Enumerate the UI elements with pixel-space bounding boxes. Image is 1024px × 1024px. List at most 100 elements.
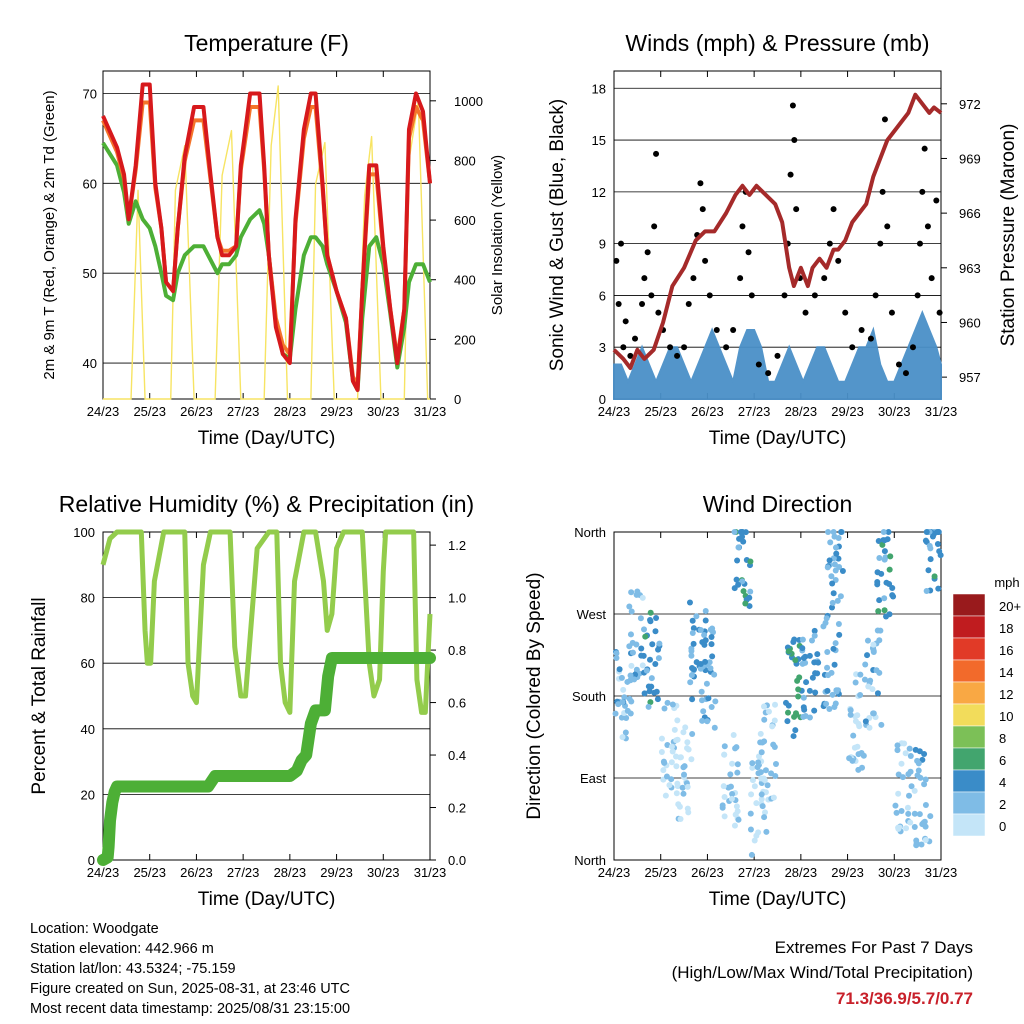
direction-point (885, 529, 892, 535)
gust-point (793, 206, 800, 213)
direction-point (889, 585, 896, 592)
direction-point (921, 751, 928, 758)
y-tick-label: 0 (599, 392, 606, 407)
direction-point (629, 649, 636, 656)
gust-point (653, 150, 660, 157)
x-axis-label: Time (Day/UTC) (709, 428, 847, 449)
direction-point (881, 548, 888, 555)
humidity-line (100, 529, 433, 715)
direction-point (763, 828, 770, 835)
direction-point (626, 643, 633, 650)
direction-point (640, 626, 647, 633)
direction-point (709, 653, 716, 660)
x-tick-label: 26/23 (691, 865, 724, 880)
direction-point (801, 706, 808, 713)
direction-point (927, 556, 934, 563)
direction-point (792, 657, 799, 664)
x-tick-label: 31/23 (925, 404, 958, 419)
direction-point (922, 801, 929, 808)
gust-point (737, 275, 744, 282)
gust-point (618, 240, 625, 247)
gust-point (685, 301, 692, 308)
legend-swatch (952, 747, 986, 771)
direction-point (860, 752, 867, 759)
x-tick-label: 29/23 (320, 865, 353, 880)
gust-point (933, 197, 940, 204)
direction-point (742, 600, 749, 607)
direction-point (655, 646, 662, 653)
direction-point (688, 756, 695, 763)
y-tick-label: 20 (81, 787, 95, 802)
direction-point (864, 652, 871, 659)
direction-point (857, 692, 864, 699)
direction-point (640, 652, 647, 659)
y-axis-label: 2m & 9m T (Red, Orange) & 2m Td (Green) (41, 90, 58, 379)
direction-point (802, 713, 809, 720)
direction-point (735, 816, 742, 823)
direction-point (639, 594, 646, 601)
direction-point (680, 764, 687, 771)
direction-point (689, 730, 696, 737)
direction-point (673, 763, 680, 770)
gust-point (781, 292, 788, 299)
direction-point (894, 747, 901, 754)
direction-point (861, 676, 868, 683)
x-axis-label: Time (Day/UTC) (198, 428, 336, 449)
direction-point (729, 760, 736, 767)
gust-point (674, 352, 681, 359)
direction-point (931, 573, 938, 580)
direction-point (759, 803, 766, 810)
legend-label: 20+ (999, 599, 1021, 614)
direction-point (739, 578, 746, 585)
gust-point (916, 240, 923, 247)
direction-point (914, 772, 921, 779)
y-tick-label: 40 (81, 722, 95, 737)
direction-point (653, 614, 660, 621)
direction-point (875, 537, 882, 544)
direction-point (831, 561, 838, 568)
direction-point (688, 672, 695, 679)
direction-point (740, 538, 747, 545)
gust-point (681, 344, 688, 351)
direction-point (761, 716, 768, 723)
direction-point (874, 579, 881, 586)
direction-point (824, 564, 831, 571)
legend-label: 14 (999, 665, 1013, 680)
direction-point (907, 819, 914, 826)
panel-title: Winds (mph) & Pressure (mb) (625, 30, 929, 56)
direction-point (721, 793, 728, 800)
direction-point (668, 759, 675, 766)
direction-point (758, 796, 765, 803)
legend-label: 4 (999, 775, 1006, 790)
gust-point (667, 344, 674, 351)
direction-point (880, 529, 887, 535)
legend-swatch (952, 769, 986, 793)
direction-point (757, 739, 764, 746)
direction-point (881, 556, 888, 563)
y2-tick-label: 966 (959, 206, 981, 221)
direction-point (916, 811, 923, 818)
direction-point (751, 783, 758, 790)
direction-point (838, 529, 845, 535)
direction-point (666, 782, 673, 789)
direction-point (854, 743, 861, 750)
direction-point (929, 533, 936, 540)
direction-point (669, 701, 676, 708)
direction-point (846, 755, 853, 762)
x-tick-label: 31/23 (414, 404, 447, 419)
panel-title: Temperature (F) (184, 30, 349, 56)
legend-swatch (952, 703, 986, 727)
direction-point (898, 807, 905, 814)
direction-point (693, 613, 700, 620)
direction-point (661, 759, 668, 766)
direction-point (721, 743, 728, 750)
direction-point (702, 617, 709, 624)
direction-point (734, 557, 741, 564)
y-tick-label: 40 (83, 356, 97, 371)
direction-point (834, 597, 841, 604)
gust-point (765, 370, 772, 377)
direction-point (785, 709, 792, 716)
gust-point (881, 116, 888, 123)
direction-point (911, 824, 918, 831)
